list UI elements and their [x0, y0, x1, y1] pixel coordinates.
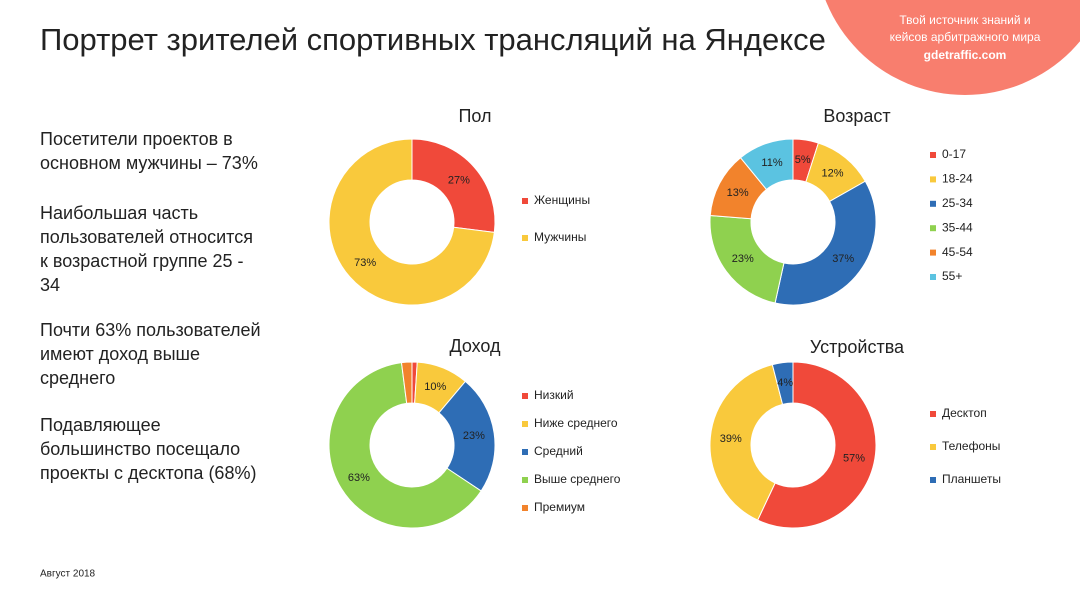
note-line: к возрастной группе 25 -	[40, 251, 243, 271]
value-label: 23%	[732, 253, 754, 265]
value-label: 23%	[463, 430, 485, 442]
watermark-text: Твой источник знаний и	[899, 13, 1030, 27]
legend-swatch	[930, 176, 936, 183]
value-label: 5%	[795, 154, 811, 166]
legend-label: Десктоп	[942, 406, 987, 420]
value-label: 11%	[761, 157, 782, 169]
chart-title: Возраст	[823, 106, 890, 126]
note-line: Наибольшая часть	[40, 203, 198, 223]
legend-label: Женщины	[534, 193, 590, 207]
legend-swatch	[930, 411, 936, 417]
legend-label: Выше среднего	[534, 472, 621, 486]
legend-label: 18-24	[942, 172, 973, 186]
legend-swatch	[930, 477, 936, 483]
legend-label: Мужчины	[534, 230, 586, 244]
value-label: 57%	[843, 453, 865, 465]
legend-swatch	[930, 444, 936, 450]
value-label: 27%	[448, 175, 470, 187]
legend-swatch	[522, 477, 528, 483]
donut-slice	[771, 361, 794, 405]
note-line: имеют доход выше	[40, 344, 200, 364]
watermark-badge	[825, 0, 1080, 95]
slide-title: Портрет зрителей спортивных трансляций н…	[40, 22, 826, 57]
chart-title: Доход	[449, 336, 501, 356]
footer: Август 2018	[40, 569, 96, 580]
chart-title: Устройства	[810, 337, 905, 357]
legend-label: 55+	[942, 269, 962, 283]
value-label: 13%	[727, 187, 749, 199]
legend-swatch	[930, 249, 936, 256]
legend-label: Телефоны	[942, 439, 1000, 453]
legend-swatch	[522, 198, 528, 204]
value-label: 4%	[777, 377, 793, 389]
donut-slice	[328, 138, 495, 306]
note-line: основном мужчины – 73%	[40, 153, 258, 173]
watermark-link: gdetraffic.com	[924, 48, 1007, 62]
value-label: 37%	[832, 253, 854, 265]
legend-label: 35-44	[942, 220, 973, 234]
note-line: большинство посещало	[40, 439, 240, 459]
donut-slice	[328, 362, 482, 529]
donut-slice	[739, 138, 794, 191]
legend-label: 45-54	[942, 245, 973, 259]
legend-label: Средний	[534, 444, 583, 458]
note-line: 34	[40, 275, 60, 295]
legend-swatch	[930, 152, 936, 158]
chart-title: Пол	[458, 106, 491, 126]
note-line: Подавляющее	[40, 415, 161, 435]
legend-label: Низкий	[534, 388, 574, 402]
legend-label: Премиум	[534, 500, 585, 514]
legend-swatch	[522, 393, 528, 399]
note-line: среднего	[40, 368, 115, 388]
note-line: пользователей относится	[40, 227, 253, 247]
legend-label: 25-34	[942, 196, 973, 210]
legend-label: Планшеты	[942, 472, 1001, 486]
legend-swatch	[522, 235, 528, 241]
note-line: Посетители проектов в	[40, 129, 233, 149]
value-label: 73%	[354, 257, 376, 269]
legend-swatch	[930, 225, 936, 232]
legend-label: 0-17	[942, 147, 966, 161]
value-label: 63%	[348, 472, 370, 484]
donut-slice	[400, 361, 413, 404]
donut-slice	[709, 363, 784, 521]
donut-slice	[774, 180, 877, 306]
legend-swatch	[522, 449, 528, 455]
legend-swatch	[522, 505, 528, 511]
value-label: 39%	[720, 433, 742, 445]
legend-label: Ниже среднего	[534, 416, 618, 430]
legend-swatch	[930, 274, 936, 280]
donut-slice	[756, 361, 877, 529]
watermark-text: кейсов арбитражного мира	[890, 30, 1041, 44]
donut-slice	[411, 138, 496, 233]
legend-swatch	[930, 200, 936, 207]
note-line: Почти 63% пользователей	[40, 320, 261, 340]
note-line: проекты с десктопа (68%)	[40, 463, 256, 483]
value-label: 12%	[821, 167, 843, 179]
value-label: 10%	[424, 381, 446, 393]
legend-swatch	[522, 421, 528, 427]
